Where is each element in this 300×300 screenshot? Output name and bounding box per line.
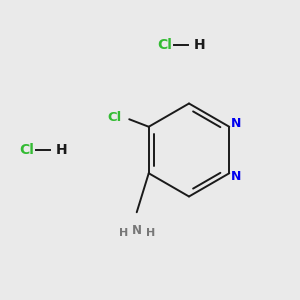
Text: N: N (132, 224, 142, 237)
Text: H: H (56, 143, 67, 157)
Text: H: H (118, 228, 128, 238)
Text: N: N (231, 170, 241, 183)
Text: N: N (231, 117, 241, 130)
Text: H: H (194, 38, 205, 52)
Text: Cl: Cl (107, 111, 122, 124)
Text: H: H (146, 228, 155, 238)
Text: Cl: Cl (20, 143, 34, 157)
Text: Cl: Cl (158, 38, 172, 52)
